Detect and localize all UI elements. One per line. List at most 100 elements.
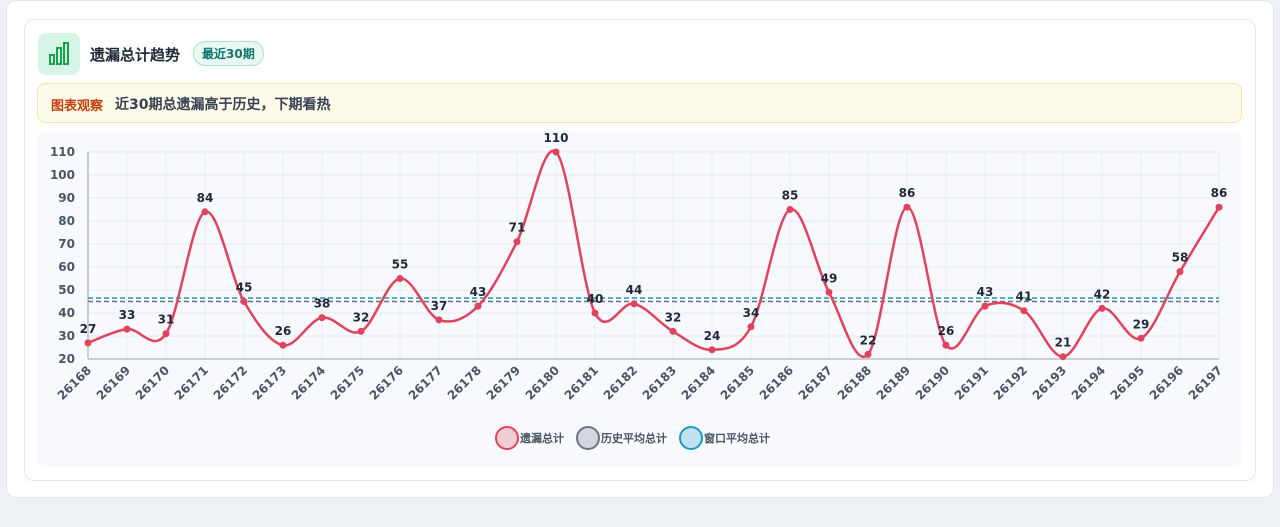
data-label: 86 [1211,186,1228,200]
y-tick-label: 30 [58,329,75,343]
legend-swatch [679,426,703,450]
x-tick-label: 26169 [94,363,133,402]
point [357,327,365,335]
point [1176,268,1184,276]
x-tick-label: 26180 [523,363,562,402]
x-tick-label: 26194 [1069,363,1108,402]
point [708,346,716,354]
point [669,327,677,335]
x-tick-label: 26173 [250,363,289,402]
x-tick-label: 26174 [289,363,328,402]
x-tick-label: 26197 [1186,363,1225,402]
point [747,323,755,331]
data-label: 55 [392,258,409,272]
data-label: 26 [938,324,955,338]
title: 遗漏总计趋势 [90,46,181,64]
data-label: 43 [977,285,994,299]
x-tick-label: 26179 [484,363,523,402]
point [786,206,794,213]
x-tick-label: 26186 [757,363,796,402]
point [279,341,287,349]
y-tick-label: 70 [58,237,75,251]
data-label: 71 [509,221,526,235]
x-tick-label: 26188 [835,363,874,402]
data-label: 21 [1055,336,1072,350]
data-label: 43 [470,285,487,299]
y-tick-label: 60 [58,260,75,274]
x-tick-label: 26191 [952,363,991,402]
x-tick-label: 26184 [679,363,718,402]
data-label: 40 [587,292,604,306]
x-tick-label: 26171 [172,363,211,402]
icon-svg [49,42,69,65]
data-label: 33 [119,308,136,322]
chart-icon [38,33,80,75]
data-label: 32 [665,310,682,324]
point [1215,203,1223,211]
x-tick-label: 26178 [445,363,484,402]
y-tick-label: 110 [50,145,75,159]
legend-label: 窗口平均总计 [704,431,770,445]
x-tick-label: 26187 [796,363,835,402]
legend-swatch [576,426,600,450]
point [981,302,989,310]
data-label: 110 [543,131,568,145]
x-tick-label: 26185 [718,363,757,402]
data-label: 34 [743,306,760,320]
data-label: 86 [899,186,916,200]
point [1098,304,1106,312]
legend-label: 遗漏总计 [519,431,564,445]
data-label: 49 [821,271,838,285]
x-tick-label: 26175 [328,363,367,402]
x-tick-label: 26189 [874,363,913,402]
data-label: 85 [782,189,799,203]
point [435,316,443,324]
x-tick-label: 26182 [601,363,640,402]
x-tick-label: 26176 [367,363,406,402]
y-tick-label: 100 [50,168,75,182]
point [396,275,404,282]
x-tick-label: 26190 [913,363,952,402]
data-label: 38 [314,297,331,311]
y-tick-label: 80 [58,214,75,228]
data-label: 32 [353,310,370,324]
series-line [87,149,1221,358]
x-tick-label: 26168 [55,363,94,402]
note: 图表观察 近30期总遗漏高于历史，下期看热 [37,83,1242,123]
y-tick-label: 90 [58,191,75,205]
point [825,288,833,296]
data-label: 45 [236,281,253,295]
point [474,302,482,310]
data-label: 29 [1133,317,1150,331]
x-tick-label: 26183 [640,363,679,402]
point [201,208,209,216]
data-label: 44 [626,283,643,297]
note-label: 图表观察 [51,99,104,114]
point [942,341,950,349]
data-label: 27 [80,322,97,336]
point [1059,353,1067,361]
x-tick-label: 26195 [1108,363,1147,402]
x-tick-label: 26172 [211,363,250,402]
point [1137,334,1145,342]
legend-swatch [495,426,519,450]
data-label: 26 [275,324,292,338]
y-tick-label: 40 [58,306,75,320]
chart-panel [37,131,1242,467]
data-label: 41 [1016,290,1033,304]
point [630,300,638,308]
y-tick-label: 50 [58,283,75,297]
point [903,203,911,211]
point [318,314,326,322]
x-tick-label: 26177 [406,363,445,402]
data-label: 37 [431,299,448,313]
badge: 最近30期 [193,41,264,66]
point [162,330,170,338]
data-label: 31 [158,313,175,327]
data-label: 42 [1094,287,1111,301]
data-label: 22 [860,333,877,347]
note-text: 近30期总遗漏高于历史，下期看热 [115,97,331,113]
legend-label: 历史平均总计 [601,431,667,445]
